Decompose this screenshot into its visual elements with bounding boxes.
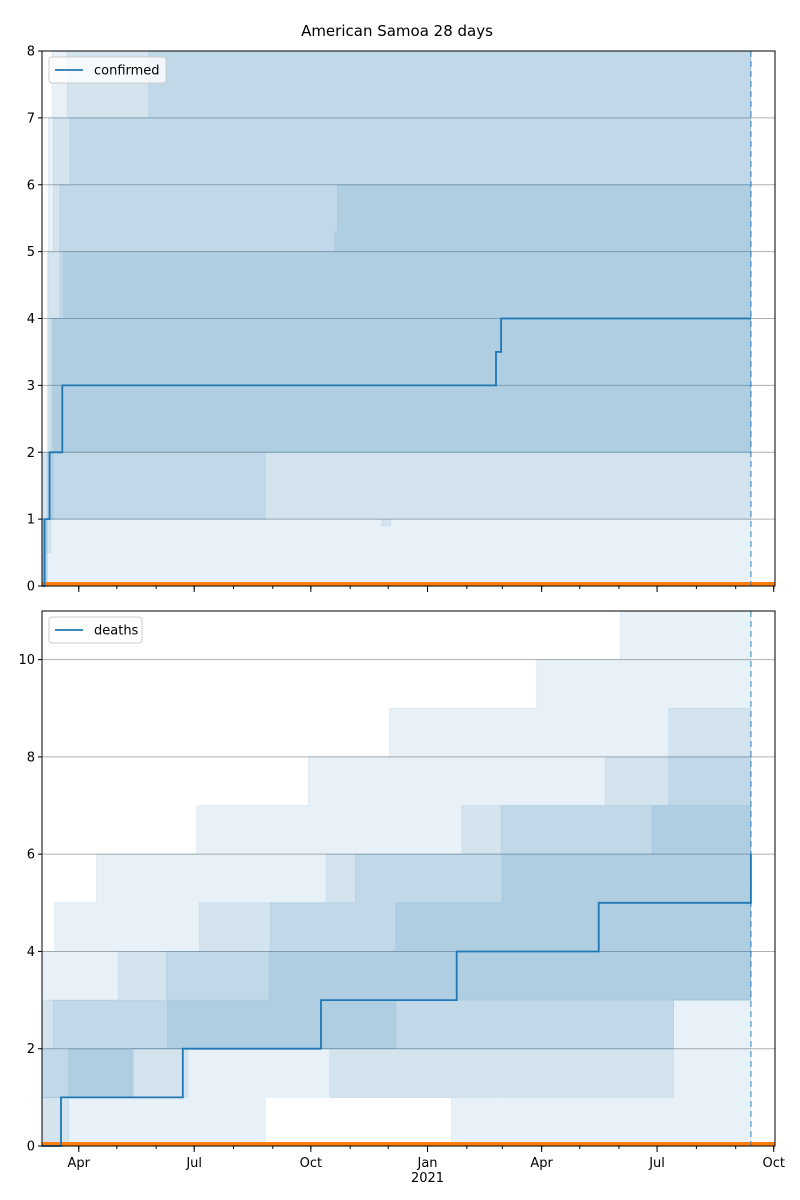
y-tick-label: 10 [18,653,35,668]
y-tick-label: 4 [27,945,35,960]
y-tick-label: 6 [27,848,35,863]
x-tick-label: Apr [530,1156,553,1171]
legend: confirmed [48,56,167,84]
uncertainty-band [42,51,752,586]
y-tick-label: 8 [27,45,35,60]
x-tick-label: Jul [185,1156,202,1171]
uncertainty-band [42,51,752,586]
y-tick-label: 0 [27,580,35,595]
y-tick-label: 0 [27,1140,35,1155]
legend-label: confirmed [94,64,160,79]
y-tick-label: 3 [27,379,35,394]
y-tick-label: 6 [27,178,35,193]
legend-box [48,616,143,644]
legend-box [48,56,167,84]
legend: deaths [48,616,143,644]
series-line-confirmed [42,317,751,587]
legend-label: deaths [94,624,139,639]
uncertainty-band [42,611,752,1146]
bands-group [42,611,752,1146]
x-tick-label: Oct [300,1156,322,1171]
chart-title: American Samoa 28 days [301,22,493,40]
y-tick-label: 4 [27,312,35,327]
y-tick-label: 1 [27,513,35,528]
plot-frame [41,610,776,1147]
y-tick-label: 7 [27,111,35,126]
y-tick-label: 8 [27,750,35,765]
y-tick-label: 5 [27,245,35,260]
confirmed-panel: 0 1 2 3 4 5 6 7 8 confirmed [27,45,776,595]
series-line-deaths [42,854,752,1147]
y-tick-label: 2 [27,446,35,461]
x-tick-label: Jul [648,1156,665,1171]
x-tick-label: Apr [68,1156,91,1171]
y-tick-label: 2 [27,1042,35,1057]
x-tick-label: Oct [762,1156,784,1171]
uncertainty-band [42,51,752,586]
x-tick-sublabel: 2021 [411,1171,444,1186]
x-tick-label: Jan [416,1156,437,1171]
